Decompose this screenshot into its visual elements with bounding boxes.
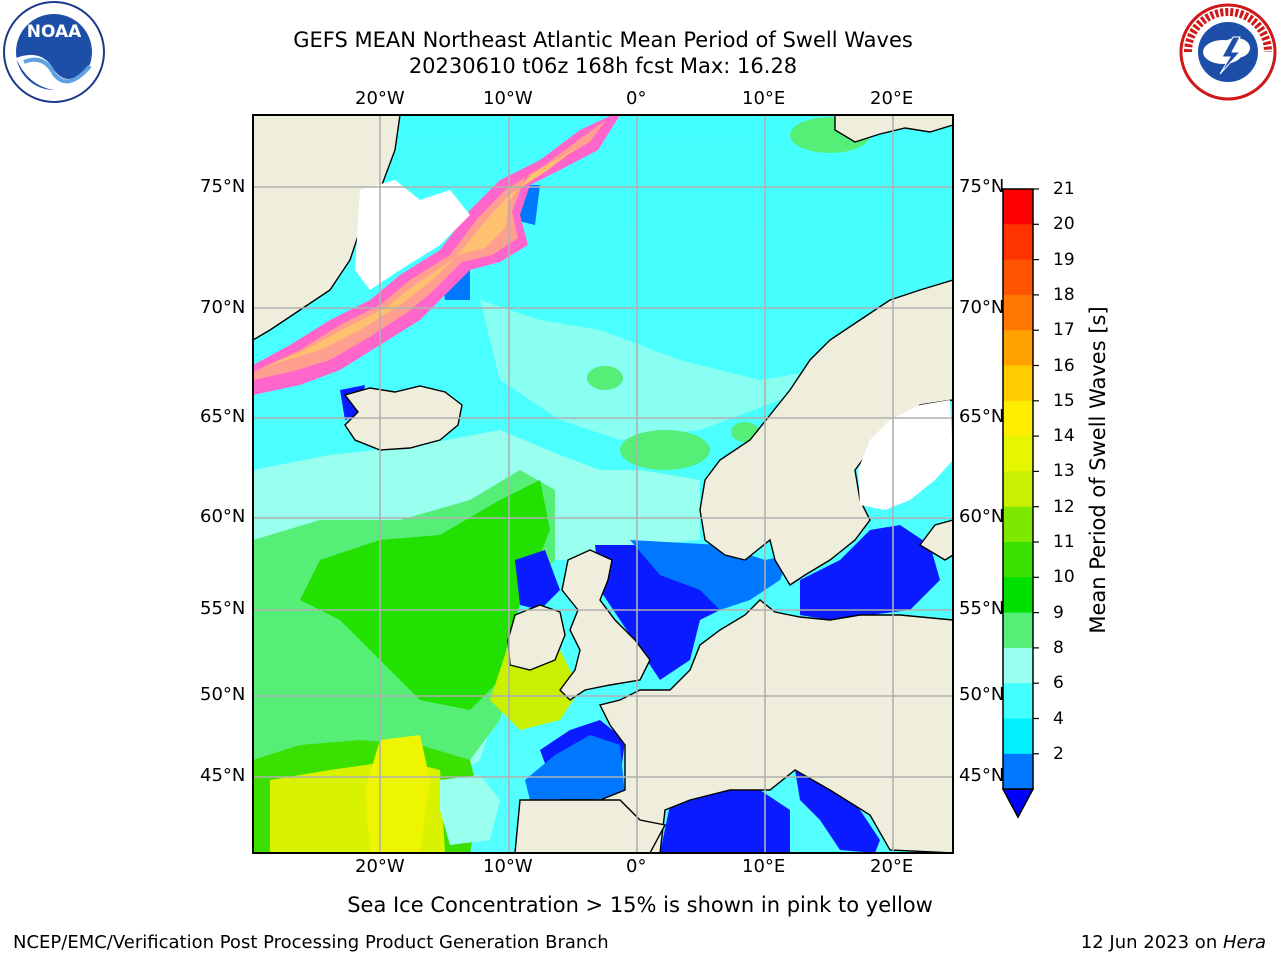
chart-title: GEFS MEAN Northeast Atlantic Mean Period… [293, 28, 913, 52]
lat-label-right: 45°N [959, 765, 1005, 786]
colorbar-segment [1003, 506, 1033, 543]
colorbar-segment [1003, 436, 1033, 472]
lon-label-top: 20°E [870, 88, 914, 109]
lat-label-right: 55°N [959, 598, 1005, 619]
colorbar-segment [1003, 542, 1033, 578]
colorbar-tick-label: 8 [1053, 637, 1064, 658]
colorbar-tick-label: 14 [1053, 426, 1075, 447]
colorbar-tick-label: 12 [1053, 496, 1075, 517]
colorbar-tick-label: 6 [1053, 673, 1064, 694]
map-frame [252, 114, 954, 854]
lon-label-top: 20°W [355, 88, 405, 109]
forecast-subtitle: 20230610 t06z 168h fcst Max: 16.28 [408, 54, 798, 78]
colorbar-segment [1003, 330, 1033, 366]
colorbar-frame [1002, 188, 1034, 790]
colorbar-segment [1003, 224, 1033, 261]
swell-patch-10s-mid [587, 366, 623, 390]
colorbar-segment [1003, 189, 1033, 225]
lat-label-right: 60°N [959, 506, 1005, 527]
lon-label-bottom: 10°E [742, 856, 786, 877]
swell-patch-cyan-south [440, 775, 500, 845]
colorbar-tick-label: 15 [1053, 390, 1075, 411]
credit-host: Hera [1222, 932, 1266, 953]
lon-label-bottom: 20°W [355, 856, 405, 877]
credit-date: 12 Jun 2023 on Hera [1081, 933, 1266, 953]
colorbar-segment [1003, 400, 1033, 437]
colorbar-segment [1003, 753, 1033, 790]
colorbar-tick-label: 21 [1053, 179, 1075, 199]
colorbar-segment [1003, 683, 1033, 719]
swell-region-2s-baltic [800, 525, 940, 620]
swell-region-9s-north [480, 300, 820, 440]
swell-region-2s-irish-sea [515, 550, 560, 610]
colorbar-tick-label: 17 [1053, 320, 1075, 341]
colorbar-segment [1003, 259, 1033, 296]
lat-label-left: 55°N [200, 598, 246, 619]
bothnia-sea [858, 400, 953, 510]
land-great-britain [559, 549, 651, 701]
sea-ice-band-core [262, 145, 580, 368]
land-greenland [253, 115, 401, 341]
lon-label-top: 10°W [483, 88, 533, 109]
graticule [253, 115, 953, 853]
sea-ice-note: Sea Ice Concentration > 15% is shown in … [347, 893, 933, 917]
lat-label-left: 65°N [200, 406, 246, 427]
colorbar-tick-label: 9 [1053, 602, 1064, 623]
lon-label-top: 0° [626, 88, 647, 109]
lon-label-bottom: 10°W [483, 856, 533, 877]
colorbar [1001, 188, 1039, 819]
credit-date-text: 12 Jun 2023 on [1080, 932, 1223, 953]
colorbar-segment [1003, 647, 1033, 684]
lat-label-left: 60°N [200, 506, 246, 527]
colorbar-extend-arrow [1001, 788, 1035, 819]
colorbar-segment [1003, 577, 1033, 614]
lat-label-right: 65°N [959, 406, 1005, 427]
colorbar-segment [1003, 294, 1033, 331]
colorbar-tick-label: 11 [1053, 532, 1075, 552]
land-svalbard [834, 115, 953, 143]
swell-region-4s-biscay [525, 735, 625, 805]
lat-label-right: 70°N [959, 297, 1005, 318]
sea-ice-band-inner [253, 120, 606, 380]
lat-label-left: 45°N [200, 765, 246, 786]
colorbar-segment [1003, 612, 1033, 649]
colorbar-tick-label: 16 [1053, 355, 1075, 376]
colorbar-tick-label: 2 [1053, 743, 1064, 764]
swell-region-4s-north-sea [630, 540, 790, 610]
noaa-logo-text: NOAA [27, 22, 82, 42]
land-iberia [514, 799, 667, 853]
lat-label-right: 50°N [959, 684, 1005, 705]
lat-label-left: 70°N [200, 297, 246, 318]
swell-region-2s-adriatic [795, 770, 880, 853]
credit-branch: NCEP/EMC/Verification Post Processing Pr… [13, 932, 609, 953]
colorbar-tick-label: 19 [1053, 249, 1075, 270]
lon-label-bottom: 20°E [870, 856, 914, 877]
colorbar-label: Mean Period of Swell Waves [s] [1086, 306, 1110, 634]
colorbar-tick-label: 18 [1053, 284, 1075, 305]
colorbar-segment [1003, 365, 1033, 402]
colorbar-segment [1003, 718, 1033, 755]
lon-label-top: 10°E [742, 88, 786, 109]
swell-region-11s [300, 480, 550, 710]
colorbar-tick-label: 10 [1053, 567, 1075, 588]
lon-label-bottom: 0° [626, 856, 647, 877]
swell-region-14s [365, 735, 430, 853]
colorbar-tick-label: 4 [1053, 708, 1064, 729]
colorbar-tick-label: 20 [1053, 214, 1075, 235]
noaa-logo: NOAA [2, 0, 106, 108]
colorbar-segment [1003, 471, 1033, 508]
swell-patch-10s-norway [620, 430, 710, 470]
colorbar-tick-label: 13 [1053, 461, 1075, 482]
nws-logo [1178, 2, 1278, 106]
lat-label-right: 75°N [959, 176, 1005, 197]
lat-label-left: 75°N [200, 176, 246, 197]
swell-region-2s-med [660, 790, 790, 853]
map-area [253, 115, 953, 853]
lat-label-left: 50°N [200, 684, 246, 705]
no-data-greenland-coast [355, 180, 470, 290]
